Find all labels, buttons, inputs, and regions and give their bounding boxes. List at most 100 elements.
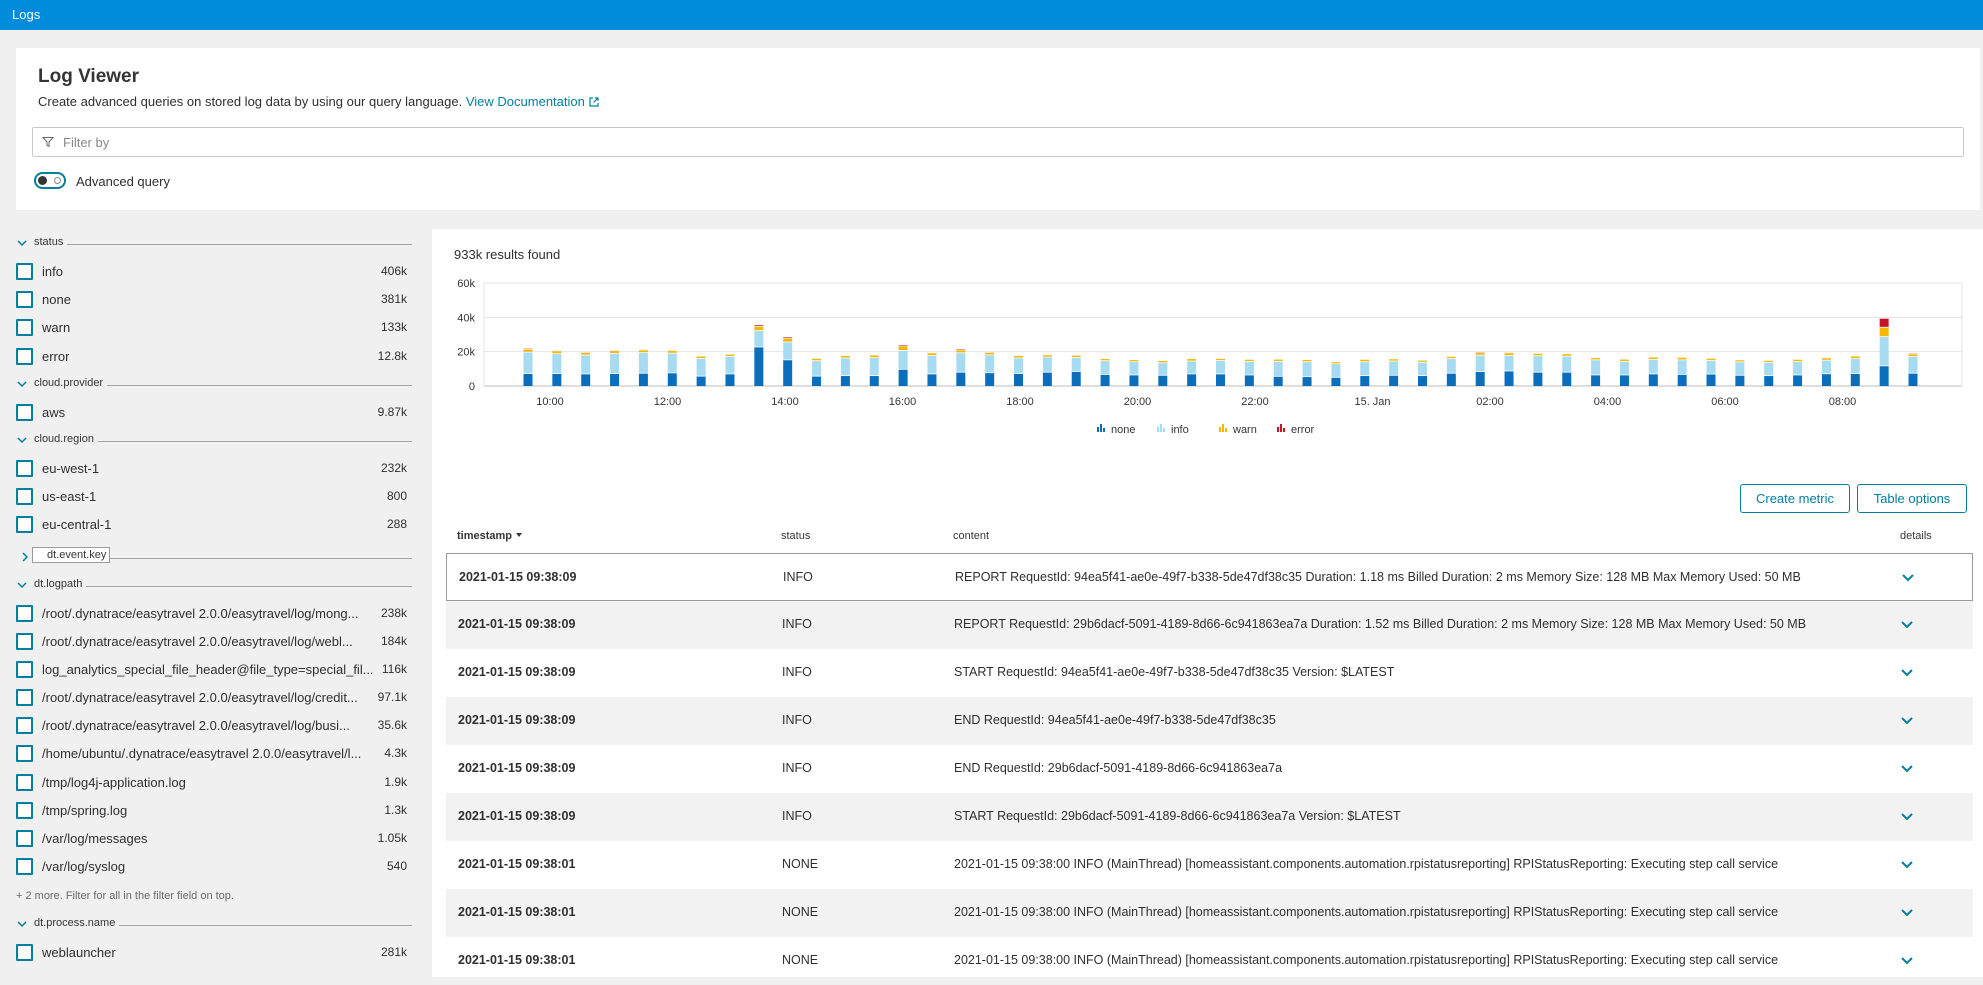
bar-segment-none (985, 373, 994, 386)
checkbox[interactable] (16, 605, 33, 622)
facet-group-cloud-provider[interactable]: cloud.provider (14, 376, 412, 398)
bar-segment-warn (1331, 362, 1340, 363)
facet-group-dt-logpath[interactable]: dt.logpath (14, 577, 412, 599)
bar-segment-none (697, 377, 706, 386)
facet-item[interactable]: /root/.dynatrace/easytravel 2.0.0/easytr… (14, 711, 412, 739)
bar-segment-none (552, 374, 561, 386)
facet-item[interactable]: /root/.dynatrace/easytravel 2.0.0/easytr… (14, 599, 412, 627)
checkbox[interactable] (16, 858, 33, 875)
bar-segment-none (1101, 375, 1110, 386)
cell-timestamp: 2021-01-15 09:38:09 (458, 809, 575, 823)
facet-item[interactable]: log_analytics_special_file_header@file_t… (14, 655, 412, 683)
checkbox[interactable] (16, 661, 33, 678)
checkbox[interactable] (16, 319, 33, 336)
bar-segment-info (1909, 357, 1918, 373)
checkbox[interactable] (16, 633, 33, 650)
chevron-down-icon[interactable] (1898, 712, 1916, 730)
filter-field[interactable] (32, 127, 1964, 157)
create-metric-button[interactable]: Create metric (1740, 484, 1850, 513)
cell-timestamp: 2021-01-15 09:38:01 (458, 953, 575, 967)
bar-segment-warn (899, 346, 908, 350)
chevron-down-icon[interactable] (1898, 616, 1916, 634)
cell-content: START RequestId: 29b6dacf-5091-4189-8d66… (954, 809, 1401, 823)
facet-item[interactable]: /root/.dynatrace/easytravel 2.0.0/easytr… (14, 683, 412, 711)
cell-status: INFO (782, 713, 812, 727)
facet-item[interactable]: /root/.dynatrace/easytravel 2.0.0/easytr… (14, 627, 412, 655)
cell-status: INFO (783, 570, 813, 584)
bar-segment-none (1476, 372, 1485, 386)
checkbox[interactable] (16, 460, 33, 477)
table-options-button[interactable]: Table options (1857, 484, 1967, 513)
view-documentation-link[interactable]: View Documentation (466, 94, 599, 109)
column-header-timestamp[interactable]: timestamp (457, 530, 522, 542)
column-header-status[interactable]: status (781, 530, 810, 542)
bar-segment-none (1216, 374, 1225, 386)
chevron-down-icon[interactable] (1898, 760, 1916, 778)
checkbox[interactable] (16, 774, 33, 791)
x-tick-label: 04:00 (1594, 396, 1622, 408)
chevron-down-icon[interactable] (1898, 856, 1916, 874)
checkbox[interactable] (16, 745, 33, 762)
chevron-down-icon[interactable] (1899, 569, 1917, 587)
filter-input[interactable] (63, 134, 1943, 151)
checkbox[interactable] (16, 944, 33, 961)
legend-swatch (1163, 428, 1165, 432)
checkbox[interactable] (16, 717, 33, 734)
checkbox[interactable] (16, 348, 33, 365)
checkbox[interactable] (16, 516, 33, 533)
chevron-down-icon[interactable] (1898, 808, 1916, 826)
chevron-down-icon[interactable] (1898, 952, 1916, 970)
checkbox[interactable] (16, 404, 33, 421)
facet-label: /var/log/syslog (42, 859, 125, 874)
checkbox[interactable] (16, 488, 33, 505)
facet-item[interactable]: /home/ubuntu/.dynatrace/easytravel 2.0.0… (14, 739, 412, 767)
checkbox[interactable] (16, 802, 33, 819)
bar-segment-none (725, 374, 734, 386)
app-title: Logs (12, 7, 40, 22)
checkbox[interactable] (16, 291, 33, 308)
facet-group-dt-event-key[interactable]: dt.event.key (14, 549, 412, 571)
checkbox[interactable] (16, 830, 33, 847)
facet-group-cloud-region[interactable]: cloud.region (14, 432, 412, 454)
bar-segment-none (668, 373, 677, 386)
cell-content: 2021-01-15 09:38:00 INFO (MainThread) [h… (954, 905, 1778, 919)
chevron-down-icon[interactable] (1898, 904, 1916, 922)
facet-count: 1.05k (378, 831, 407, 845)
cell-timestamp: 2021-01-15 09:38:01 (458, 857, 575, 871)
facet-group-dt-process-name[interactable]: dt.process.name (14, 916, 412, 938)
advanced-query-toggle[interactable] (34, 172, 66, 189)
chevron-down-icon[interactable] (1898, 664, 1916, 682)
bar-segment-none (1043, 373, 1052, 386)
checkbox[interactable] (16, 689, 33, 706)
column-header-content[interactable]: content (953, 530, 989, 542)
bar-segment-none (1562, 373, 1571, 386)
facet-group-status[interactable]: status (14, 235, 412, 257)
bar-segment-none (1909, 374, 1918, 386)
bar-segment-warn (1533, 354, 1542, 356)
bar-segment-none (1303, 377, 1312, 386)
checkbox[interactable] (16, 263, 33, 280)
